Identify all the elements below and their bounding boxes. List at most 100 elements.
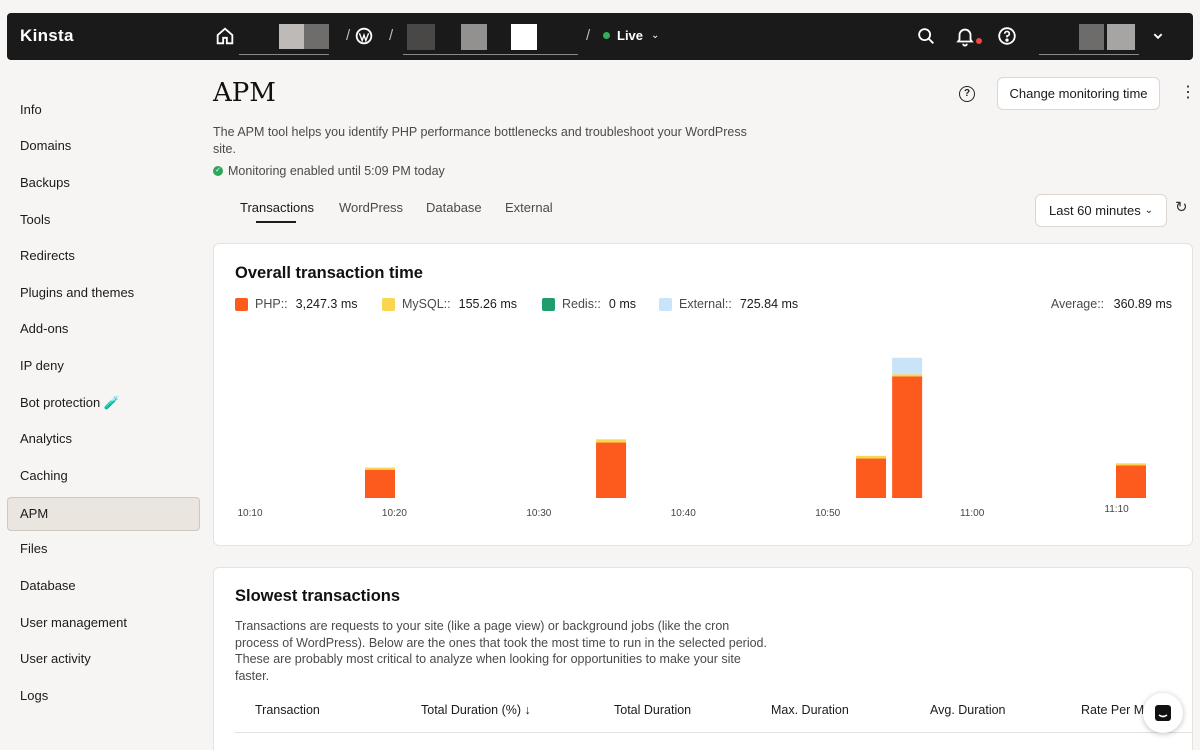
chevron-down-icon[interactable] — [1147, 25, 1169, 47]
x-tick-label: 10:20 — [382, 508, 407, 519]
refresh-icon[interactable]: ↻ — [1175, 199, 1188, 216]
home-icon[interactable] — [214, 25, 236, 47]
slowest-transactions-title: Slowest transactions — [235, 587, 401, 605]
sidebar-item-database[interactable]: Database — [20, 578, 76, 593]
bar-segment-php[interactable] — [364, 469, 395, 498]
legend-external[interactable]: External:: 725.84 ms — [659, 297, 798, 311]
sidebar-item-user-management[interactable]: User management — [20, 615, 127, 630]
column-header-total-duration-percent[interactable]: Total Duration (%) ↓ — [421, 703, 531, 717]
legend-value: 3,247.3 ms — [295, 297, 358, 311]
live-status-dot — [603, 32, 610, 39]
page-title: APM — [213, 78, 276, 108]
change-monitoring-time-button[interactable]: Change monitoring time — [997, 77, 1160, 110]
legend-value: 155.26 ms — [458, 297, 517, 311]
overall-transaction-title: Overall transaction time — [235, 264, 423, 282]
legend-mysql[interactable]: MySQL:: 155.26 ms — [382, 297, 517, 311]
sidebar-item-logs[interactable]: Logs — [20, 688, 49, 703]
bar-segment-mysql[interactable] — [1116, 463, 1146, 466]
bar-segment-external[interactable] — [892, 357, 923, 375]
slowest-transactions-description: Transactions are requests to your site (… — [235, 619, 767, 683]
tab-wordpress[interactable]: WordPress — [339, 200, 404, 215]
environment-selector[interactable]: Live ⌄ — [603, 28, 659, 43]
sidebar-item-apm[interactable]: APM — [7, 497, 200, 531]
page-description: The APM tool helps you identify PHP perf… — [213, 125, 747, 156]
average-readout: Average:: 360.89 ms — [1051, 297, 1172, 311]
legend-swatch — [659, 297, 672, 311]
monitoring-status-text: Monitoring enabled until 5:09 PM today — [228, 164, 445, 178]
sidebar-item-redirects[interactable]: Redirects — [20, 248, 75, 263]
tab-transactions[interactable]: Transactions — [240, 200, 314, 215]
breadcrumb-separator: / — [586, 27, 591, 44]
sidebar-item-tools[interactable]: Tools — [20, 212, 51, 227]
table-header-divider — [234, 732, 1192, 733]
legend-redis[interactable]: Redis:: 0 ms — [542, 297, 636, 311]
bar-segment-php[interactable] — [892, 376, 923, 498]
legend-value: 725.84 ms — [739, 297, 799, 311]
average-label: Average:: — [1050, 297, 1105, 311]
x-tick-label: 10:10 — [237, 508, 262, 519]
search-icon[interactable] — [915, 25, 937, 47]
column-header-avg-duration[interactable]: Avg. Duration — [930, 703, 1006, 717]
bar-segment-mysql[interactable] — [892, 374, 923, 377]
bar-segment-php[interactable] — [1116, 465, 1146, 498]
column-header-total-duration[interactable]: Total Duration — [614, 703, 692, 717]
notification-dot — [976, 38, 982, 44]
environment-name-underline — [403, 54, 578, 55]
chat-icon — [1155, 705, 1171, 721]
check-circle-icon: ✓ — [213, 166, 223, 176]
x-tick-label: 10:40 — [671, 508, 696, 519]
sidebar-item-plugins-and-themes[interactable]: Plugins and themes — [20, 285, 135, 300]
sidebar-item-files[interactable]: Files — [20, 541, 48, 556]
column-header-max-duration[interactable]: Max. Duration — [771, 703, 849, 717]
chat-support-button[interactable] — [1143, 693, 1183, 733]
help-icon[interactable]: ? — [959, 86, 975, 102]
sidebar-item-analytics[interactable]: Analytics — [20, 431, 73, 446]
bell-icon[interactable] — [954, 25, 976, 47]
sidebar-item-domains[interactable]: Domains — [20, 138, 72, 153]
bar-segment-php[interactable] — [856, 458, 887, 498]
redacted-site-name[interactable] — [279, 24, 329, 50]
tab-database[interactable]: Database — [426, 200, 482, 215]
sidebar-item-backups[interactable]: Backups — [20, 175, 70, 190]
help-icon[interactable] — [996, 25, 1018, 47]
tab-external[interactable]: External — [505, 200, 553, 215]
time-range-value: Last 60 minutes — [1049, 203, 1141, 218]
chevron-down-icon: ⌄ — [1144, 205, 1153, 216]
transaction-time-chart: 10:10 10:20 10:30 10:40 10:50 11:00 11:10 — [237, 357, 1146, 519]
legend-php[interactable]: PHP:: 3,247.3 ms — [235, 297, 358, 311]
x-tick-label: 10:50 — [815, 508, 840, 519]
column-header-rate-per-minute[interactable]: Rate Per Mi — [1081, 703, 1147, 717]
chevron-down-icon: ⌄ — [651, 30, 660, 41]
wordpress-icon[interactable] — [353, 25, 375, 47]
sidebar-item-ip-deny[interactable]: IP deny — [20, 358, 64, 373]
x-tick-label: 11:10 — [1104, 504, 1129, 515]
sidebar-item-caching[interactable]: Caching — [20, 468, 68, 483]
legend-label: PHP:: — [255, 297, 288, 311]
redacted-user-name[interactable] — [1079, 24, 1139, 50]
more-options-icon[interactable]: ⋮ — [1180, 84, 1196, 101]
legend-value: 0 ms — [608, 297, 636, 311]
sidebar-item-add-ons[interactable]: Add-ons — [20, 321, 69, 336]
legend-label: MySQL:: — [402, 297, 451, 311]
x-tick-label: 11:00 — [960, 508, 985, 519]
sidebar-item-info[interactable]: Info — [20, 102, 42, 117]
kinsta-logo[interactable]: Kinsta — [20, 26, 74, 45]
monitoring-status: ✓ Monitoring enabled until 5:09 PM today — [213, 164, 445, 178]
column-header-transaction[interactable]: Transaction — [255, 703, 320, 717]
time-range-select[interactable]: Last 60 minutes ⌄ — [1035, 194, 1167, 227]
legend-label: External:: — [679, 297, 732, 311]
sidebar-item-user-activity[interactable]: User activity — [20, 651, 91, 666]
legend-swatch — [382, 297, 395, 311]
bar-segment-mysql[interactable] — [856, 455, 887, 459]
legend-label: Redis:: — [562, 297, 601, 311]
sidebar-item-bot-protection[interactable]: Bot protection 🧪 — [20, 395, 121, 410]
overall-transaction-card: Overall transaction time PHP:: 3,247.3 m… — [213, 243, 1193, 546]
bar-segment-mysql[interactable] — [364, 467, 395, 470]
site-name-underline — [239, 54, 329, 55]
environment-label: Live — [617, 28, 644, 43]
legend-swatch — [542, 297, 555, 311]
bar-segment-mysql[interactable] — [596, 439, 627, 443]
redacted-environment-name[interactable] — [403, 24, 538, 50]
top-navigation-bar: Kinsta / / / Live ⌄ — [7, 13, 1193, 60]
bar-segment-php[interactable] — [596, 442, 627, 498]
